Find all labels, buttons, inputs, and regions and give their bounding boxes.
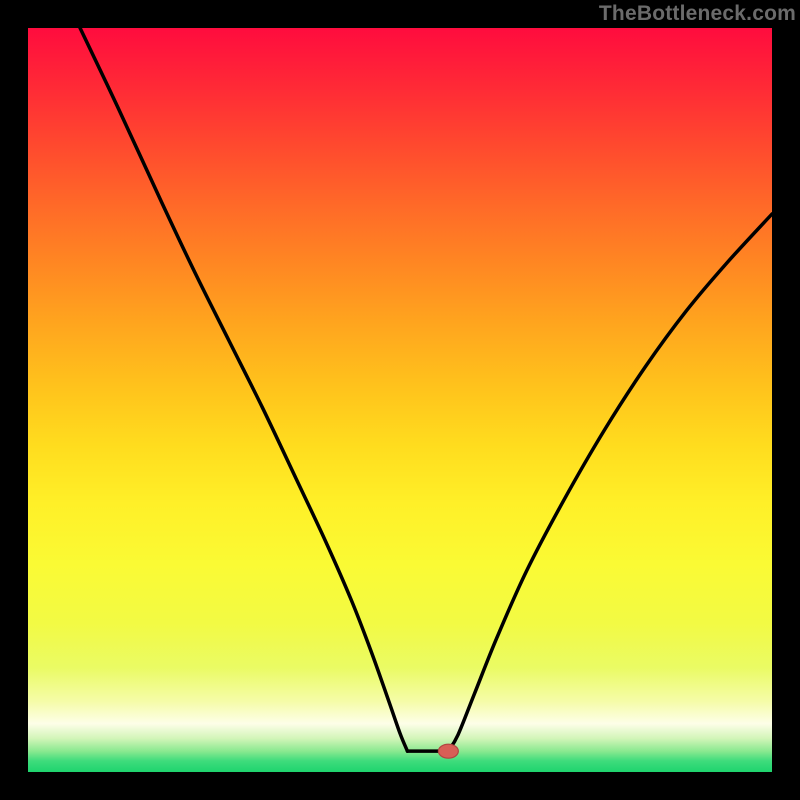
bottleneck-curve-chart [0, 0, 800, 800]
chart-wrapper: TheBottleneck.com [0, 0, 800, 800]
optimum-marker [438, 744, 458, 758]
plot-gradient-bg [28, 28, 772, 772]
watermark-text: TheBottleneck.com [599, 2, 796, 26]
